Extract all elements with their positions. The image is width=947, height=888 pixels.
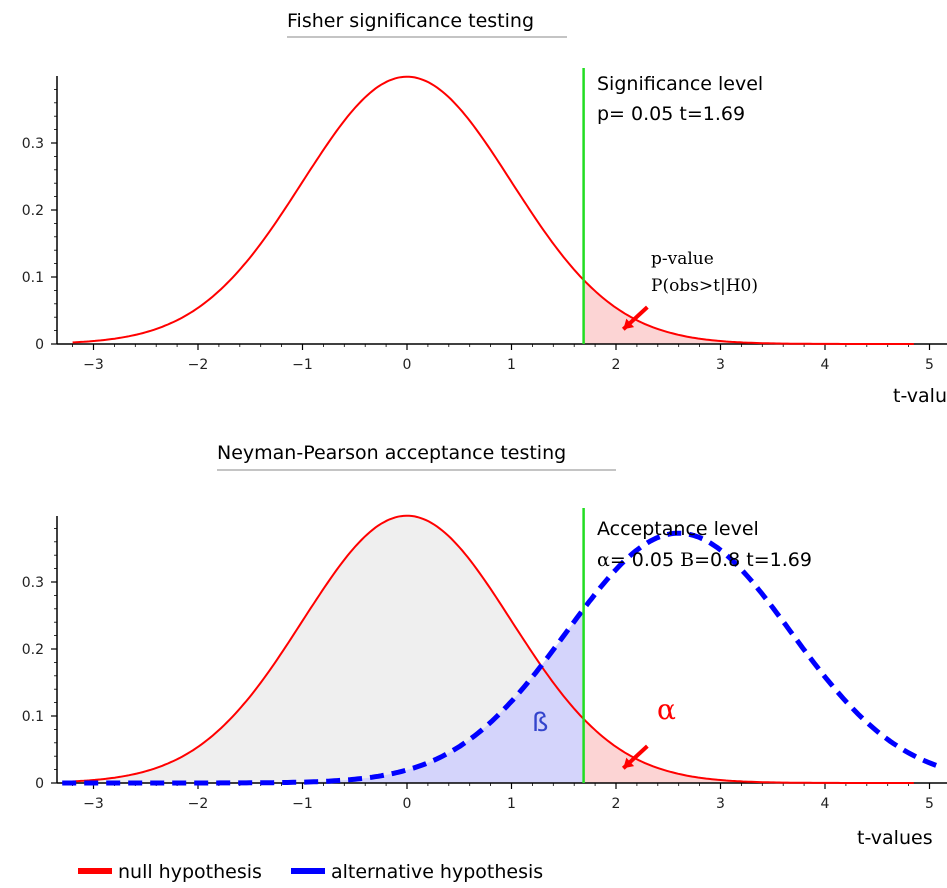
- x-tick-label: 3: [716, 357, 725, 373]
- y-tick-label: 0.2: [22, 642, 44, 658]
- fisher-curves: [72, 75, 914, 345]
- legend-null-label: null hypothesis: [118, 861, 262, 883]
- x-tick-label: 1: [507, 357, 516, 373]
- np-axis-ticks: −3 −2 −1 0 1 2 3 4 5 0 0.1 0.2 0.3: [22, 528, 934, 812]
- x-tick-label: 1: [507, 796, 516, 812]
- null-hypothesis-curve: [72, 75, 914, 345]
- fisher-title: Fisher significance testing: [287, 10, 534, 32]
- x-tick-label: 3: [716, 796, 725, 812]
- x-tick-label: 0: [403, 796, 412, 812]
- x-tick-label: 5: [925, 796, 934, 812]
- y-tick-label: 0.2: [22, 203, 44, 219]
- np-shaded-areas: [62, 515, 914, 783]
- x-tick-label: −1: [292, 796, 313, 812]
- acceptance-level-label: Acceptance level: [597, 518, 759, 540]
- y-tick-label: 0: [35, 337, 44, 353]
- acceptance-level-values: α= 0.05 B=0.8 t=1.69: [597, 549, 812, 571]
- x-tick-label: 5: [925, 357, 934, 373]
- shaded-region-0: [72, 515, 584, 783]
- y-tick-label: 0: [35, 776, 44, 792]
- legend: null hypothesis alternative hypothesis: [78, 861, 543, 883]
- arrow-head: [623, 318, 635, 330]
- np-arrow: [621, 744, 649, 770]
- beta-region-label: ß: [532, 708, 548, 738]
- arrow-head: [623, 757, 635, 769]
- x-tick-label: −2: [188, 796, 209, 812]
- p-value-formula: P(obs>t|H0): [651, 276, 758, 296]
- y-tick-label: 0.3: [22, 575, 44, 591]
- null-hypothesis-curve: [72, 514, 914, 784]
- neyman-pearson-panel: Neyman-Pearson acceptance testing −3 −2 −1…: [22, 442, 947, 849]
- x-tick-label: −3: [83, 796, 104, 812]
- x-tick-label: 0: [403, 357, 412, 373]
- fisher-shaded-areas: [583, 279, 914, 344]
- fisher-x-axis-label: t-values: [893, 385, 947, 407]
- x-tick-label: 4: [821, 796, 830, 812]
- np-x-axis-label: t-values: [857, 827, 933, 849]
- np-curves: [62, 514, 941, 786]
- fisher-axis-ticks: −3 −2 −1 0 1 2 3 4 5 0 0.1 0.2 0.3: [22, 89, 934, 373]
- p-value-label: p-value: [651, 249, 714, 269]
- x-tick-label: 4: [821, 357, 830, 373]
- x-tick-label: −1: [292, 357, 313, 373]
- shaded-region-2: [583, 718, 914, 783]
- x-tick-label: 2: [612, 796, 621, 812]
- x-tick-label: −3: [83, 357, 104, 373]
- alpha-region-label: α: [657, 693, 676, 726]
- y-tick-label: 0.1: [22, 709, 44, 725]
- legend-alternative-label: alternative hypothesis: [331, 861, 543, 883]
- y-tick-label: 0.1: [22, 270, 44, 286]
- x-tick-label: −2: [188, 357, 209, 373]
- shaded-region-1: [62, 609, 584, 783]
- fisher-panel: Fisher significance testing −3 −2 −1 0 1 2 3 4 5…: [22, 10, 947, 407]
- fisher-arrow: [621, 305, 649, 331]
- beta-symbol: B: [680, 549, 694, 571]
- y-tick-label: 0.3: [22, 136, 44, 152]
- significance-level-label: Significance level: [597, 73, 763, 95]
- alpha-symbol: α: [597, 549, 610, 571]
- alpha-value: = 0.05: [610, 549, 680, 571]
- beta-t-values: =0.8 t=1.69: [694, 549, 812, 571]
- shaded-region-0: [583, 279, 914, 344]
- x-tick-label: 2: [612, 357, 621, 373]
- significance-level-values: p= 0.05 t=1.69: [597, 103, 745, 125]
- np-title: Neyman-Pearson acceptance testing: [217, 442, 566, 464]
